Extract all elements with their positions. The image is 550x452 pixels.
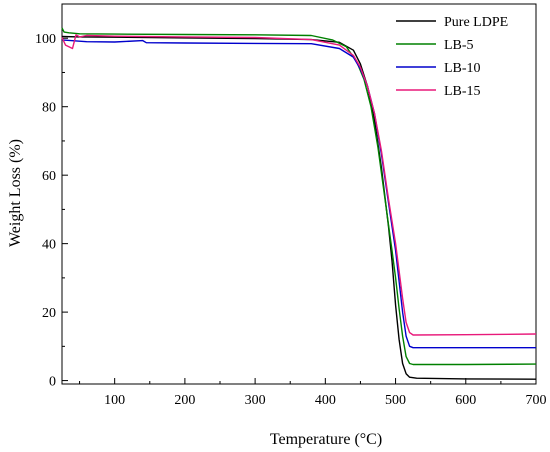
y-tick-label: 40 — [42, 238, 56, 253]
x-tick-label: 100 — [104, 393, 125, 408]
x-tick-label: 200 — [174, 393, 195, 408]
x-tick-label: 300 — [245, 393, 266, 408]
legend-label-lb-5: LB-5 — [444, 38, 474, 53]
x-tick-label: 400 — [315, 393, 336, 408]
plot-area-border — [61, 3, 537, 385]
series-line-lb-15 — [61, 34, 537, 336]
legend-label-pure-ldpe: Pure LDPE — [444, 15, 508, 30]
legend-label-lb-15: LB-15 — [444, 84, 481, 99]
x-axis-title: Temperature (°C) — [270, 431, 382, 448]
x-tick-label: 700 — [526, 393, 547, 408]
y-tick-label: 0 — [49, 375, 56, 390]
axis-ticks: 100 200 300 400 500 600 700 0 20 40 60 80 100 — [35, 3, 547, 408]
y-axis-title: Weight Loss (%) — [7, 139, 24, 247]
x-tick-label: 600 — [455, 393, 476, 408]
x-tick-label: 500 — [385, 393, 406, 408]
plot-frame — [61, 3, 537, 385]
legend: Pure LDPE LB-5 LB-10 LB-15 — [396, 15, 508, 99]
y-tick-label: 20 — [42, 306, 56, 321]
y-tick-label: 60 — [42, 169, 56, 184]
series-line-lb-5 — [61, 27, 537, 366]
legend-label-lb-10: LB-10 — [444, 61, 481, 76]
series-group — [61, 27, 537, 380]
y-tick-label: 100 — [35, 32, 56, 47]
y-tick-label: 80 — [42, 101, 56, 116]
